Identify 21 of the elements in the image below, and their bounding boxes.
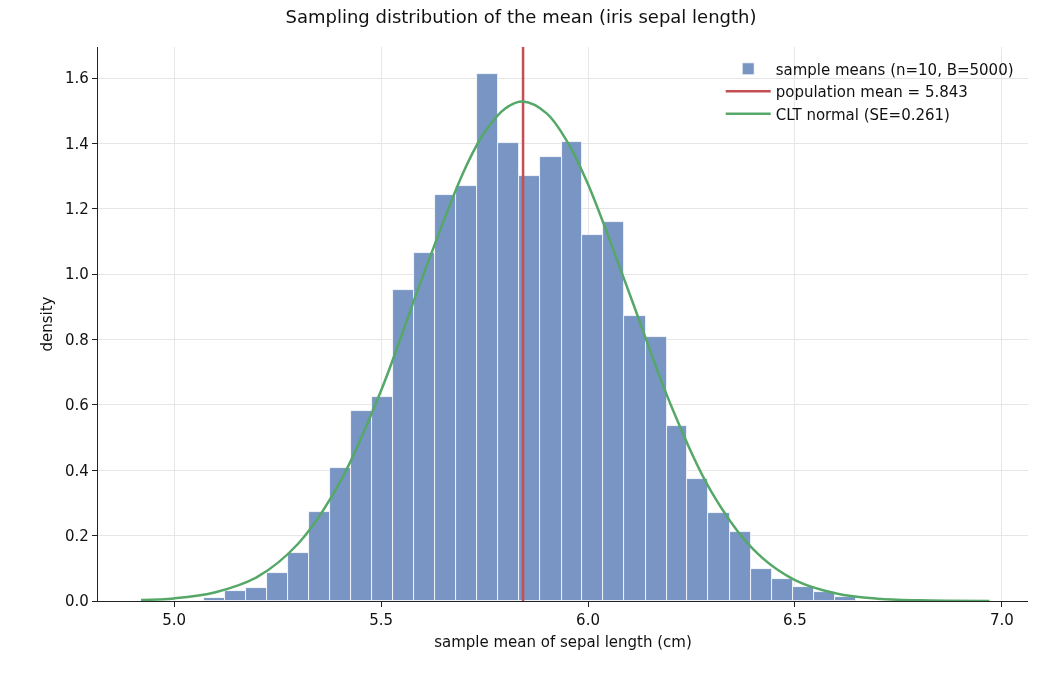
x-tick-label: 5.0 — [162, 611, 187, 630]
y-tick-label: 0.0 — [65, 592, 89, 611]
x-tick-label: 5.5 — [369, 611, 394, 630]
y-tick-label: 1.4 — [65, 134, 89, 153]
x-axis-title: sample mean of sepal length (cm) — [434, 633, 692, 652]
y-tick-label: 0.8 — [65, 330, 89, 349]
line-series — [139, 100, 991, 601]
x-tick-label: 6.5 — [783, 611, 807, 630]
legend-label: population mean = 5.843 — [775, 83, 968, 102]
chart-title: Sampling distribution of the mean (iris sepal length) — [285, 5, 757, 27]
y-tick-label: 1.2 — [65, 200, 89, 219]
y-tick-label: 1.6 — [65, 69, 89, 88]
y-tick-label: 0.2 — [65, 526, 89, 545]
legend-label: sample means (n=10, B=5000) — [775, 60, 1014, 79]
y-tick-label: 0.4 — [65, 461, 89, 480]
legend-label: CLT normal (SE=0.261) — [775, 105, 950, 124]
x-tick-label: 7.0 — [990, 611, 1014, 630]
x-tick-label: 6.0 — [576, 611, 600, 630]
y-tick-label: 1.0 — [65, 265, 89, 284]
y-tick-label: 0.6 — [65, 396, 89, 415]
y-axis-title: density — [38, 296, 57, 352]
